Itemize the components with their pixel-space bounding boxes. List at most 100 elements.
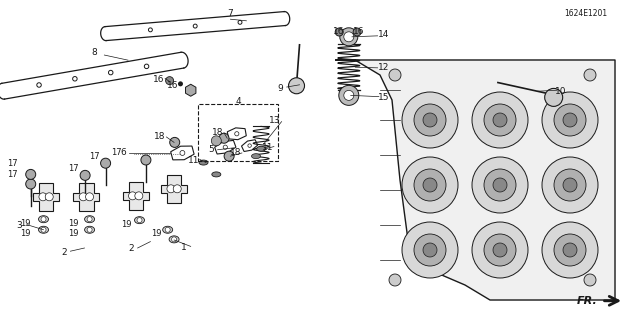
Polygon shape: [33, 183, 59, 211]
Circle shape: [79, 193, 87, 201]
Circle shape: [423, 113, 437, 127]
Circle shape: [100, 158, 111, 168]
Text: 17: 17: [8, 159, 18, 168]
Circle shape: [248, 144, 252, 147]
Circle shape: [563, 243, 577, 257]
Circle shape: [542, 222, 598, 278]
Circle shape: [493, 243, 507, 257]
Circle shape: [224, 151, 234, 161]
Ellipse shape: [134, 217, 145, 224]
Text: 8: 8: [92, 48, 97, 57]
Circle shape: [484, 104, 516, 136]
Circle shape: [339, 85, 359, 105]
Circle shape: [554, 104, 586, 136]
Circle shape: [472, 92, 528, 148]
Circle shape: [484, 234, 516, 266]
Text: 3: 3: [17, 221, 22, 230]
Text: 11: 11: [188, 156, 199, 165]
Circle shape: [238, 20, 242, 24]
Ellipse shape: [163, 226, 173, 233]
Circle shape: [167, 185, 175, 193]
Polygon shape: [161, 175, 187, 203]
Circle shape: [402, 157, 458, 213]
Polygon shape: [123, 182, 148, 210]
Circle shape: [472, 222, 528, 278]
Circle shape: [129, 192, 136, 200]
Circle shape: [37, 83, 42, 87]
Circle shape: [39, 193, 47, 201]
Circle shape: [563, 178, 577, 192]
Circle shape: [87, 217, 92, 222]
Ellipse shape: [84, 226, 95, 233]
Circle shape: [180, 150, 185, 156]
Text: 4: 4: [236, 97, 241, 106]
Circle shape: [45, 193, 53, 201]
Circle shape: [402, 222, 458, 278]
Circle shape: [145, 64, 149, 68]
Circle shape: [211, 136, 221, 146]
Circle shape: [389, 274, 401, 286]
Circle shape: [340, 28, 358, 46]
Circle shape: [545, 88, 563, 106]
Circle shape: [26, 169, 36, 180]
Text: 14: 14: [378, 30, 390, 39]
Circle shape: [148, 28, 152, 32]
Circle shape: [402, 92, 458, 148]
Text: 18: 18: [154, 132, 166, 141]
Circle shape: [73, 76, 77, 81]
Circle shape: [584, 274, 596, 286]
Circle shape: [493, 178, 507, 192]
Circle shape: [178, 81, 183, 86]
Text: 17: 17: [90, 152, 100, 161]
Text: 13: 13: [269, 116, 281, 125]
Circle shape: [87, 227, 92, 232]
Circle shape: [223, 145, 227, 149]
Polygon shape: [74, 183, 99, 211]
Text: 17: 17: [68, 164, 79, 172]
Text: 1: 1: [182, 243, 187, 252]
Text: 17: 17: [8, 170, 18, 179]
Circle shape: [41, 227, 46, 232]
Circle shape: [472, 157, 528, 213]
Circle shape: [235, 132, 239, 136]
Circle shape: [193, 24, 197, 28]
Polygon shape: [186, 84, 196, 96]
Text: FR.: FR.: [577, 296, 597, 306]
Ellipse shape: [252, 154, 260, 159]
Circle shape: [344, 32, 354, 42]
Circle shape: [414, 169, 446, 201]
Circle shape: [172, 237, 177, 242]
Text: 18: 18: [230, 148, 241, 157]
Circle shape: [414, 234, 446, 266]
Text: 19: 19: [68, 229, 79, 238]
Circle shape: [173, 185, 181, 193]
Text: 9: 9: [278, 84, 283, 92]
Text: 2: 2: [61, 248, 67, 257]
Circle shape: [26, 179, 36, 189]
Text: 5: 5: [209, 145, 214, 154]
Ellipse shape: [84, 216, 95, 223]
Circle shape: [80, 170, 90, 180]
Circle shape: [563, 113, 577, 127]
Text: 6: 6: [120, 148, 125, 157]
Text: 10: 10: [555, 87, 566, 96]
Circle shape: [423, 178, 437, 192]
Circle shape: [141, 155, 151, 165]
Circle shape: [41, 217, 46, 222]
Circle shape: [135, 192, 143, 200]
Text: 11: 11: [262, 143, 273, 152]
Ellipse shape: [169, 236, 179, 243]
Circle shape: [389, 69, 401, 81]
Text: 19: 19: [68, 219, 79, 228]
Ellipse shape: [199, 160, 208, 165]
Text: 15: 15: [378, 93, 390, 102]
Text: 17: 17: [111, 148, 122, 157]
Circle shape: [166, 77, 173, 85]
Ellipse shape: [38, 216, 49, 223]
Ellipse shape: [38, 226, 49, 233]
Circle shape: [137, 218, 142, 223]
Circle shape: [289, 78, 305, 94]
Circle shape: [493, 113, 507, 127]
Text: 19: 19: [20, 229, 31, 238]
Circle shape: [219, 133, 229, 143]
